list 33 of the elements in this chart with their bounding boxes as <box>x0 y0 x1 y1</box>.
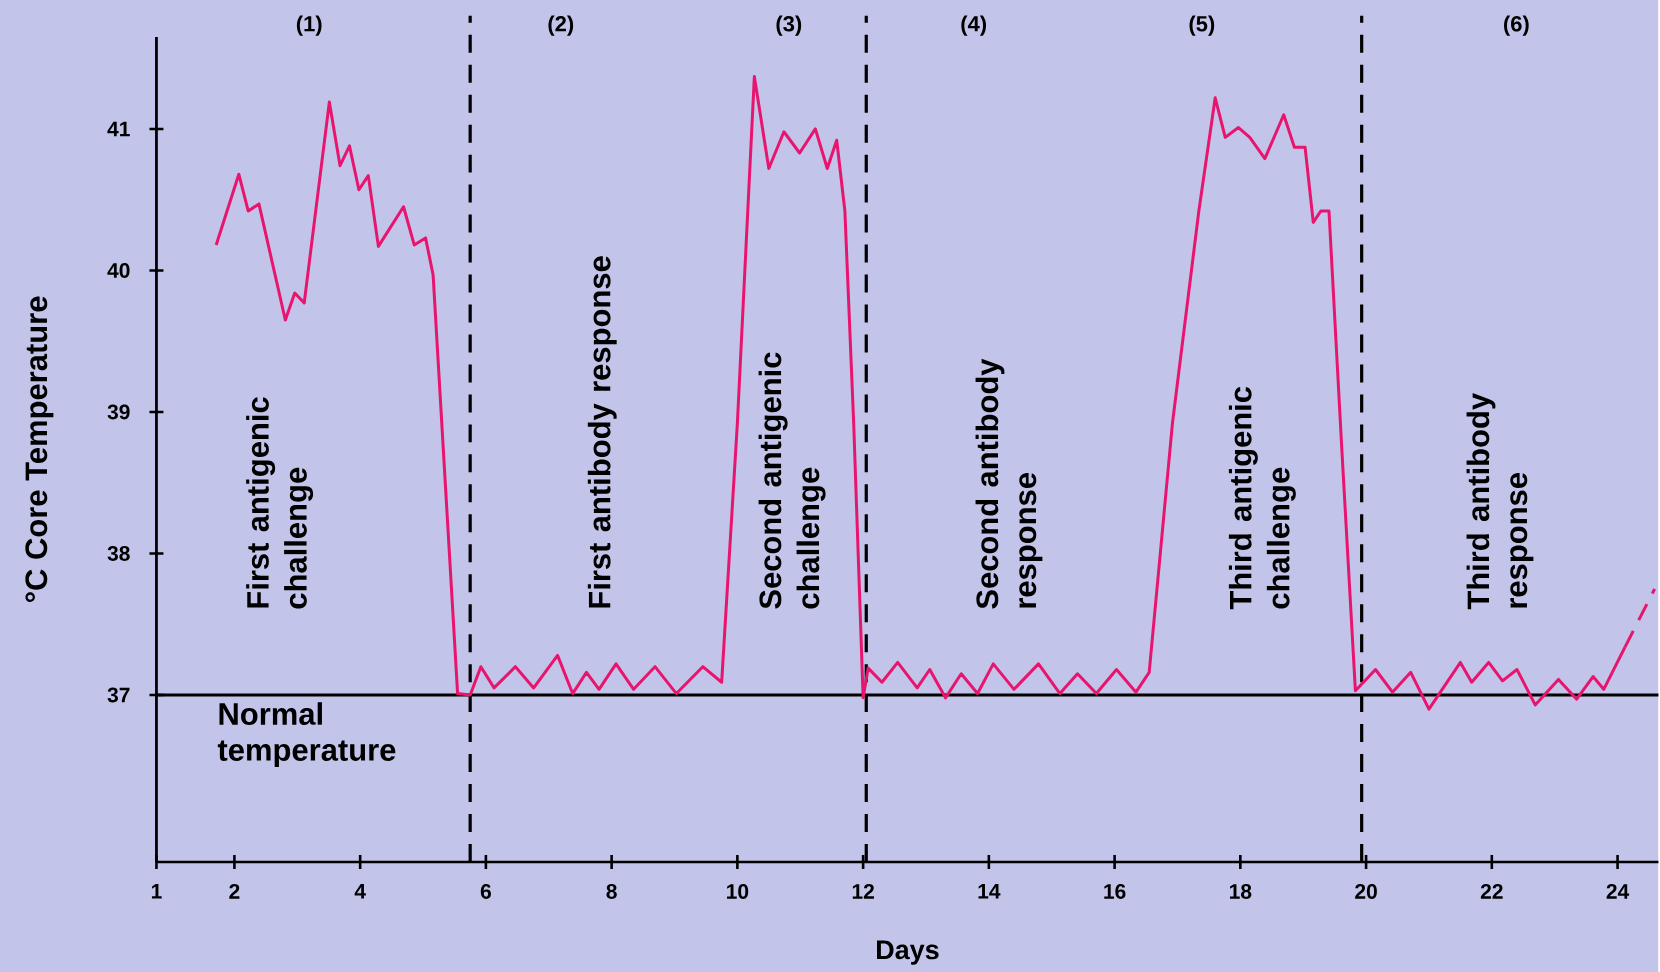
x-tick-label: 12 <box>852 884 874 899</box>
text: (1) <box>296 15 322 36</box>
x-tick-label: 2 <box>229 884 240 899</box>
y-tick-label: 39 <box>107 404 130 420</box>
annotation: First antibody response <box>587 256 617 608</box>
annotation: Third antibody response <box>1466 393 1534 610</box>
text: (5) <box>1189 15 1215 36</box>
y-tick-label: 41 <box>107 121 130 137</box>
y-tick-label: 38 <box>107 546 130 561</box>
x-tick-label: 14 <box>978 884 1001 899</box>
x-tick-label: 16 <box>1104 884 1126 899</box>
x-tick-label: 6 <box>480 884 491 899</box>
x-axis-title: Days <box>877 940 939 965</box>
text: (3) <box>776 15 802 36</box>
x-tick-label: 8 <box>606 884 617 899</box>
text: (6) <box>1504 15 1529 36</box>
ref-line-label: Normal temperature <box>217 702 396 768</box>
annotation: Second antibody response <box>975 358 1043 609</box>
x-tick-label: 20 <box>1355 884 1377 899</box>
x-tick-label: 10 <box>727 884 749 899</box>
x-tick-label: 1 <box>151 884 162 899</box>
x-tick-label: 24 <box>1606 884 1630 899</box>
x-tick-label: 4 <box>354 884 366 899</box>
y-axis-title: °C Core Temperature <box>25 296 54 602</box>
annotation: Third antigenic challenge <box>1228 386 1296 610</box>
x-tick-label: 18 <box>1229 884 1252 899</box>
text: (2) <box>548 15 574 36</box>
y-tick-label: 37 <box>107 687 130 703</box>
annotation: First antigenic challenge <box>246 397 314 609</box>
y-tick-label: 40 <box>107 263 130 278</box>
text: (4) <box>961 15 987 36</box>
x-tick-label: 22 <box>1480 884 1503 899</box>
annotation: Second antigenic challenge <box>758 352 826 609</box>
